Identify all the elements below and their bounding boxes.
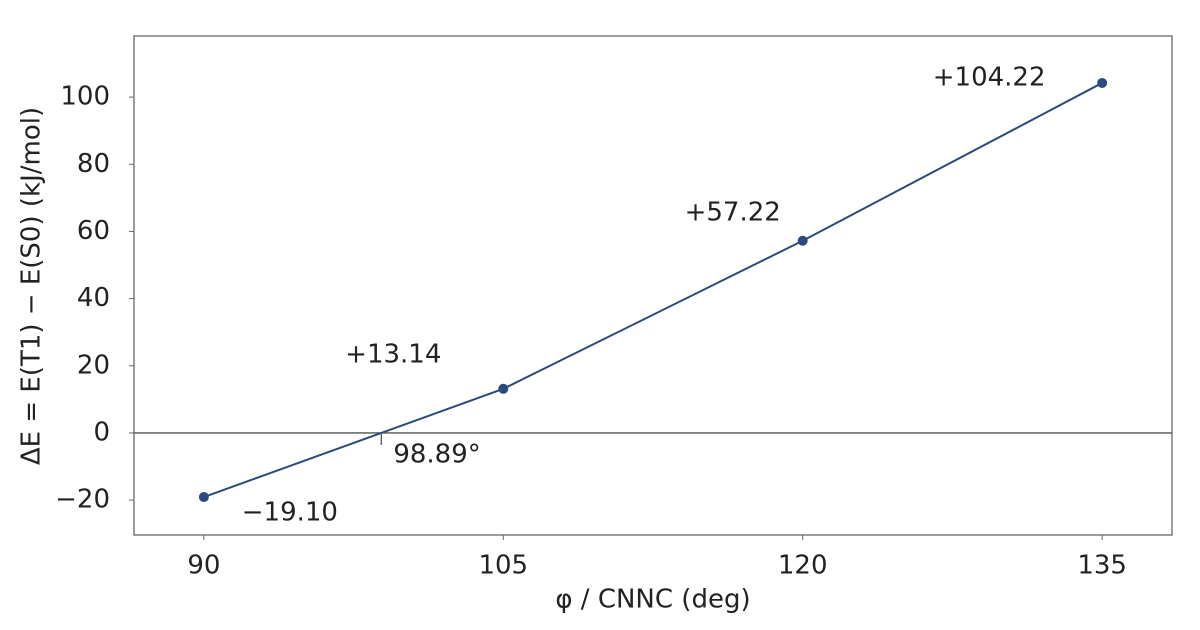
data-point [797,235,808,246]
x-tick-label: 90 [187,551,220,581]
y-tick-label: 0 [93,417,110,447]
y-tick-label: 100 [60,82,110,112]
crossing-label: 98.89° [393,439,480,469]
y-tick-label: 20 [77,350,110,380]
value-label: −19.10 [242,498,338,528]
y-tick-label: 40 [77,283,110,313]
x-axis-label: φ / CNNC (deg) [555,585,750,615]
data-point [198,492,209,503]
data-point [498,383,509,394]
value-label: +104.22 [933,62,1046,92]
x-tick-label: 105 [478,551,528,581]
plot-frame [133,35,1173,536]
value-label: +57.22 [685,197,781,227]
data-line [203,82,1103,498]
y-tick-label: −20 [55,485,110,515]
x-tick-label: 135 [1077,551,1127,581]
y-tick-label: 60 [77,216,110,246]
y-tick-label: 80 [77,149,110,179]
data-point [1097,77,1108,88]
x-tick-label: 120 [778,551,828,581]
value-label: +13.14 [345,339,441,369]
y-axis-label: ΔE = E(T1) − E(S0) (kJ/mol) [17,107,47,465]
